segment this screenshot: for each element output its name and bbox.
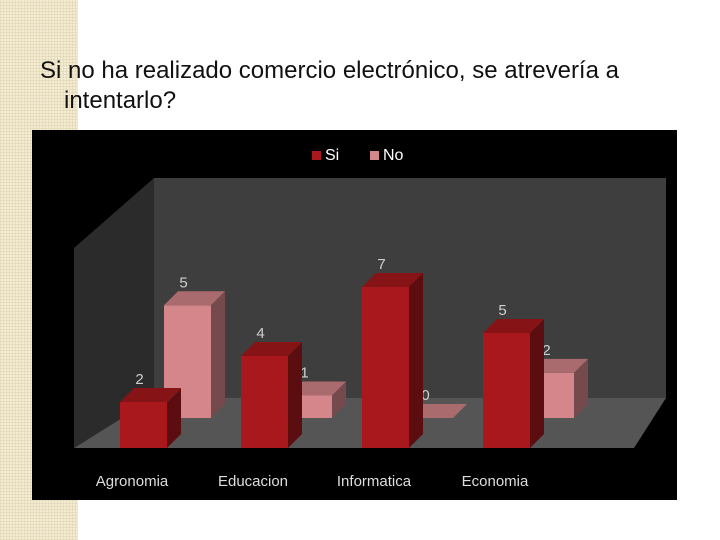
category-label-educacion: Educacion — [218, 473, 288, 490]
bar-side-educacion-si — [288, 342, 302, 448]
bar-side-agronomia-si — [167, 388, 181, 448]
legend-swatch-si — [312, 151, 321, 160]
bar-side-informatica-si — [409, 273, 423, 448]
chart-container: Si No 5 1 0 2 2 4 7 5 Agronomia Educacion Informatic… — [32, 130, 677, 500]
legend-label-no: No — [383, 147, 404, 164]
data-label-economia-no: 2 — [542, 342, 550, 359]
bar-top-agronomia-si — [120, 388, 181, 402]
bar-informatica-si — [362, 287, 409, 448]
legend-label-si: Si — [325, 147, 339, 164]
category-label-agronomia: Agronomia — [96, 473, 169, 490]
data-label-informatica-si: 7 — [377, 256, 385, 273]
data-label-agronomia-si: 2 — [135, 371, 143, 388]
bar-side-agronomia-no — [211, 291, 225, 418]
bar-chart: Si No 5 1 0 2 2 4 7 5 Agronomia Educacion Informatic… — [74, 147, 666, 490]
bar-side-economia-si — [530, 319, 544, 448]
bar-top-informatica-si — [362, 273, 423, 287]
bar-educacion-si — [241, 356, 288, 448]
bar-top-economia-si — [483, 319, 544, 333]
bar-economia-si — [483, 333, 530, 448]
chart-side-wall — [74, 178, 154, 448]
data-label-agronomia-no: 5 — [179, 274, 187, 291]
data-label-educacion-no: 1 — [300, 364, 308, 381]
bar-top-agronomia-no — [164, 291, 225, 306]
legend-swatch-no — [370, 151, 379, 160]
bar-top-educacion-si — [241, 342, 302, 356]
category-label-economia: Economia — [462, 473, 529, 490]
category-label-informatica: Informatica — [337, 473, 412, 490]
data-label-informatica-no: 0 — [421, 387, 429, 404]
bar-agronomia-si — [120, 402, 167, 448]
data-label-economia-si: 5 — [498, 302, 506, 319]
data-label-educacion-si: 4 — [256, 325, 264, 342]
slide-title: Si no ha realizado comercio electrónico,… — [40, 57, 619, 114]
bar-side-economia-no — [574, 358, 588, 418]
bar-side-educacion-no — [332, 381, 346, 418]
